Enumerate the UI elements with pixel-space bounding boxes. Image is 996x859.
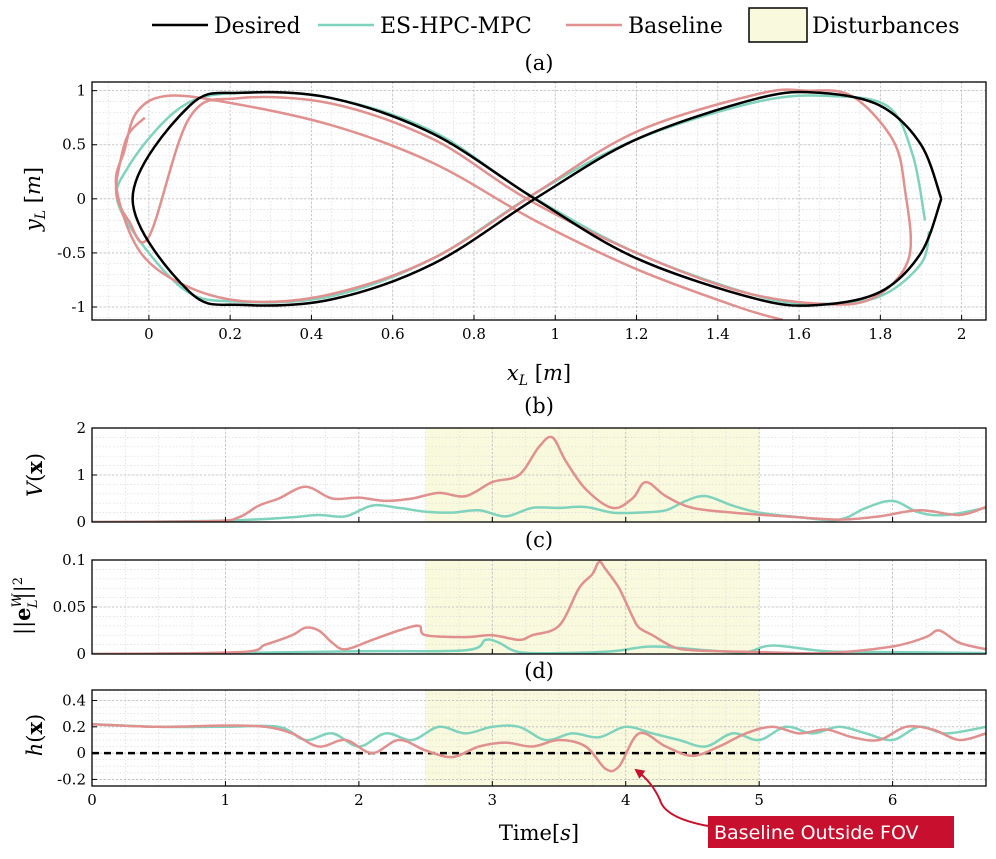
x-tick-label: 2 xyxy=(354,791,364,809)
y-tick-label: 0 xyxy=(76,190,86,208)
panel-a: 0 0.2 0.4 0.6 0.8 1 1.2 1.4 1.6 1.8 2 -1 -0.5 0 0.5 1 xyxy=(57,81,987,343)
y-tick-label: 0.2 xyxy=(62,718,86,736)
y-tick-label: 2 xyxy=(76,419,86,437)
legend-label-desired: Desired xyxy=(214,14,301,39)
y-tick-label: 0 xyxy=(76,744,86,762)
y-tick-label: -0.2 xyxy=(57,770,86,788)
legend: Desired ES-HPC-MPC Baseline Disturbances xyxy=(152,7,960,43)
panel-d: 0 1 2 3 4 5 6-0.200.20.4 xyxy=(57,689,987,809)
x-tick-label: 4 xyxy=(621,791,631,809)
y-tick-label: 1 xyxy=(76,82,86,100)
x-tick-label: 1 xyxy=(550,325,560,343)
axes-frame-d xyxy=(91,689,987,787)
ylabel-d: h(x) xyxy=(22,714,47,756)
series-line-baseline-a xyxy=(114,88,913,320)
legend-label-baseline: Baseline xyxy=(628,14,723,39)
y-tick-label: -0.5 xyxy=(57,244,86,262)
y-tick-label: 0 xyxy=(76,645,86,663)
panel-b: 0 1 2 xyxy=(76,419,987,531)
y-tick-label: 0.5 xyxy=(62,136,86,154)
xlabel-a: xL [m] xyxy=(507,361,571,389)
y-tick-label: -1 xyxy=(71,298,86,316)
series-line-desired-a xyxy=(131,90,943,307)
series-line-es-hpc-mpc-b xyxy=(92,494,986,522)
x-tick-label: 2 xyxy=(957,325,967,343)
ylabel-a: yL [m] xyxy=(21,167,49,232)
x-tick-label: 1 xyxy=(221,791,231,809)
annotation-text: Baseline Outside FOV xyxy=(714,822,919,844)
x-tick-label: 1.4 xyxy=(706,325,730,343)
panel-label-a: (a) xyxy=(525,51,554,75)
y-tick-label: 0.1 xyxy=(62,551,86,569)
panel-c: 0 0.05 0.1 xyxy=(53,551,987,663)
x-tick-label: 6 xyxy=(888,791,898,809)
panel-label-b: (b) xyxy=(524,394,554,418)
axes-frame-a xyxy=(91,81,987,321)
ylabel-c: ||eWL||2 xyxy=(10,577,41,635)
annotation-box xyxy=(708,816,954,848)
y-tick-label: 0 xyxy=(76,513,86,531)
x-tick-label: 0.2 xyxy=(218,325,242,343)
legend-patch-disturbances xyxy=(748,7,808,43)
series-line-baseline-c xyxy=(92,560,986,654)
series-line-baseline-d xyxy=(92,722,986,773)
legend-label-disturbances: Disturbances xyxy=(812,14,960,39)
x-tick-label: 0 xyxy=(87,791,97,809)
x-tick-label: 3 xyxy=(488,791,498,809)
annotation-arrow xyxy=(634,768,709,827)
series-line-baseline-b xyxy=(92,435,986,522)
x-tick-label: 1.2 xyxy=(625,325,649,343)
panel-label-c: (c) xyxy=(525,528,553,552)
legend-label-es-hpc-mpc: ES-HPC-MPC xyxy=(380,14,532,39)
ylabel-b: V(x) xyxy=(22,453,47,497)
x-tick-label: 1.8 xyxy=(868,325,892,343)
y-tick-label: 0.4 xyxy=(62,692,86,710)
x-tick-label: 5 xyxy=(754,791,764,809)
y-tick-label: 1 xyxy=(76,466,86,484)
x-tick-label: 0.4 xyxy=(300,325,324,343)
panel-label-d: (d) xyxy=(524,659,554,683)
xlabel-time: Time[s] xyxy=(499,821,579,845)
x-tick-label: 0 xyxy=(144,325,154,343)
series-line-es-hpc-mpc-d xyxy=(92,722,986,748)
y-tick-label: 0.05 xyxy=(53,598,86,616)
annotation-callout: Baseline Outside FOV xyxy=(634,768,954,848)
x-tick-label: 0.6 xyxy=(381,325,405,343)
x-tick-label: 1.6 xyxy=(787,325,811,343)
x-tick-label: 0.8 xyxy=(462,325,486,343)
